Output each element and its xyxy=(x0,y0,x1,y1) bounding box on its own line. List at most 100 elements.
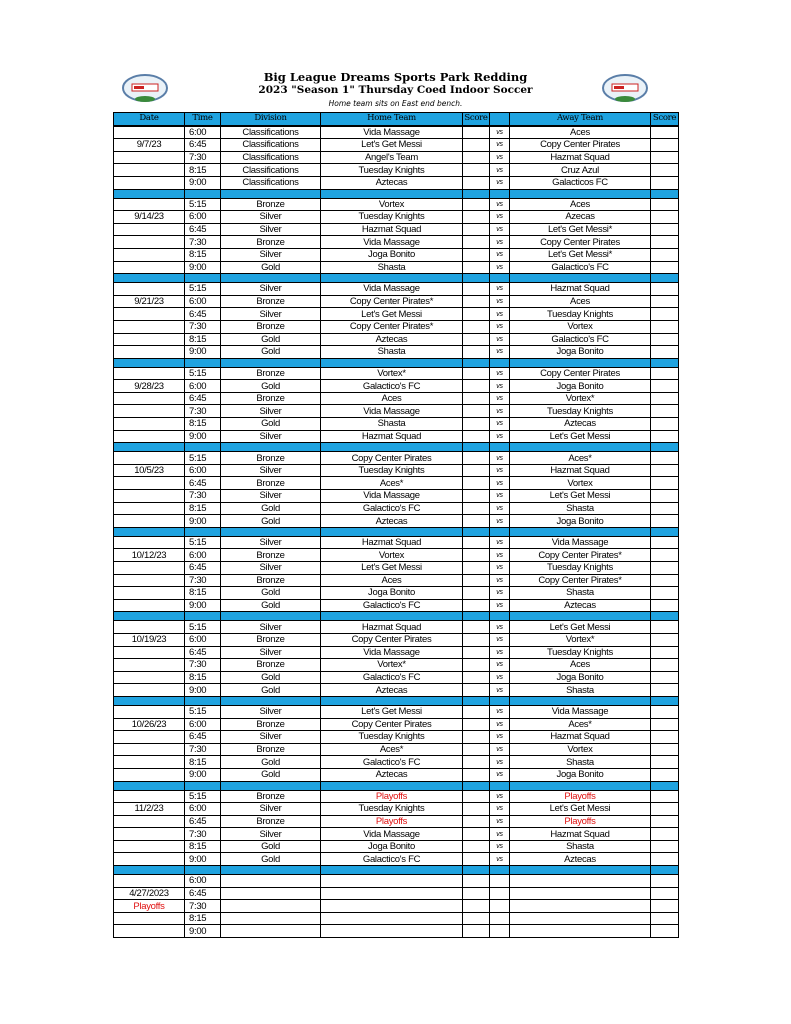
away-score-cell[interactable] xyxy=(650,789,679,804)
home-score-cell[interactable] xyxy=(462,404,490,419)
away-score-cell[interactable] xyxy=(650,645,679,660)
away-score-cell[interactable] xyxy=(650,391,679,406)
away-score-cell[interactable] xyxy=(650,210,679,224)
away-score-cell[interactable] xyxy=(650,429,679,444)
away-score-cell[interactable] xyxy=(650,282,679,296)
away-score-cell[interactable] xyxy=(650,886,679,901)
away-score-cell[interactable] xyxy=(650,670,679,685)
away-score-cell[interactable] xyxy=(650,514,679,528)
away-score-cell[interactable] xyxy=(650,332,679,347)
home-score-cell[interactable] xyxy=(462,670,490,685)
home-score-cell[interactable] xyxy=(462,886,490,901)
away-score-cell[interactable] xyxy=(650,802,679,816)
away-score-cell[interactable] xyxy=(650,924,679,939)
home-score-cell[interactable] xyxy=(462,294,490,309)
away-score-cell[interactable] xyxy=(650,730,679,744)
home-score-cell[interactable] xyxy=(462,730,490,744)
away-score-cell[interactable] xyxy=(650,717,679,732)
away-score-cell[interactable] xyxy=(650,899,679,913)
away-score-cell[interactable] xyxy=(650,501,679,516)
away-score-cell[interactable] xyxy=(650,852,679,867)
home-score-cell[interactable] xyxy=(462,839,490,854)
away-score-cell[interactable] xyxy=(650,489,679,503)
home-score-cell[interactable] xyxy=(462,391,490,406)
home-score-cell[interactable] xyxy=(462,620,490,634)
away-score-cell[interactable] xyxy=(650,755,679,769)
home-score-cell[interactable] xyxy=(462,451,490,465)
away-score-cell[interactable] xyxy=(650,598,679,613)
home-score-cell[interactable] xyxy=(462,767,490,782)
away-score-cell[interactable] xyxy=(650,451,679,465)
away-score-cell[interactable] xyxy=(650,138,679,152)
away-score-cell[interactable] xyxy=(650,814,679,829)
away-score-cell[interactable] xyxy=(650,417,679,431)
away-score-cell[interactable] xyxy=(650,163,679,177)
home-score-cell[interactable] xyxy=(462,247,490,262)
away-score-cell[interactable] xyxy=(650,767,679,782)
home-score-cell[interactable] xyxy=(462,742,490,757)
away-score-cell[interactable] xyxy=(650,125,679,140)
away-score-cell[interactable] xyxy=(650,379,679,393)
away-score-cell[interactable] xyxy=(650,874,679,888)
home-score-cell[interactable] xyxy=(462,501,490,516)
away-score-cell[interactable] xyxy=(650,704,679,719)
away-score-cell[interactable] xyxy=(650,573,679,588)
home-score-cell[interactable] xyxy=(462,210,490,224)
away-score-cell[interactable] xyxy=(650,658,679,672)
home-score-cell[interactable] xyxy=(462,417,490,431)
away-score-cell[interactable] xyxy=(650,294,679,309)
home-score-cell[interactable] xyxy=(462,827,490,841)
home-score-cell[interactable] xyxy=(462,789,490,804)
away-score-cell[interactable] xyxy=(650,561,679,575)
home-score-cell[interactable] xyxy=(462,332,490,347)
home-score-cell[interactable] xyxy=(462,573,490,588)
home-score-cell[interactable] xyxy=(462,379,490,393)
home-score-cell[interactable] xyxy=(462,235,490,249)
away-score-cell[interactable] xyxy=(650,366,679,381)
home-score-cell[interactable] xyxy=(462,319,490,334)
away-score-cell[interactable] xyxy=(650,260,679,275)
away-score-cell[interactable] xyxy=(650,476,679,491)
away-score-cell[interactable] xyxy=(650,197,679,212)
home-score-cell[interactable] xyxy=(462,125,490,140)
home-score-cell[interactable] xyxy=(462,535,490,550)
away-score-cell[interactable] xyxy=(650,742,679,757)
home-score-cell[interactable] xyxy=(462,717,490,732)
home-score-cell[interactable] xyxy=(462,429,490,444)
home-score-cell[interactable] xyxy=(462,874,490,888)
home-score-cell[interactable] xyxy=(462,632,490,647)
away-score-cell[interactable] xyxy=(650,620,679,634)
away-score-cell[interactable] xyxy=(650,535,679,550)
home-score-cell[interactable] xyxy=(462,138,490,152)
home-score-cell[interactable] xyxy=(462,704,490,719)
home-score-cell[interactable] xyxy=(462,476,490,491)
home-score-cell[interactable] xyxy=(462,645,490,660)
home-score-cell[interactable] xyxy=(462,175,490,190)
home-score-cell[interactable] xyxy=(462,282,490,296)
home-score-cell[interactable] xyxy=(462,260,490,275)
home-score-cell[interactable] xyxy=(462,755,490,769)
away-score-cell[interactable] xyxy=(650,319,679,334)
away-score-cell[interactable] xyxy=(650,235,679,249)
away-score-cell[interactable] xyxy=(650,827,679,841)
home-score-cell[interactable] xyxy=(462,911,490,926)
home-score-cell[interactable] xyxy=(462,924,490,939)
away-score-cell[interactable] xyxy=(650,150,679,165)
home-score-cell[interactable] xyxy=(462,802,490,816)
home-score-cell[interactable] xyxy=(462,586,490,600)
home-score-cell[interactable] xyxy=(462,463,490,478)
home-score-cell[interactable] xyxy=(462,598,490,613)
home-score-cell[interactable] xyxy=(462,899,490,913)
away-score-cell[interactable] xyxy=(650,175,679,190)
away-score-cell[interactable] xyxy=(650,839,679,854)
home-score-cell[interactable] xyxy=(462,150,490,165)
home-score-cell[interactable] xyxy=(462,548,490,562)
home-score-cell[interactable] xyxy=(462,345,490,359)
away-score-cell[interactable] xyxy=(650,247,679,262)
away-score-cell[interactable] xyxy=(650,307,679,321)
away-score-cell[interactable] xyxy=(650,586,679,600)
home-score-cell[interactable] xyxy=(462,222,490,237)
home-score-cell[interactable] xyxy=(462,514,490,528)
home-score-cell[interactable] xyxy=(462,852,490,867)
away-score-cell[interactable] xyxy=(650,222,679,237)
